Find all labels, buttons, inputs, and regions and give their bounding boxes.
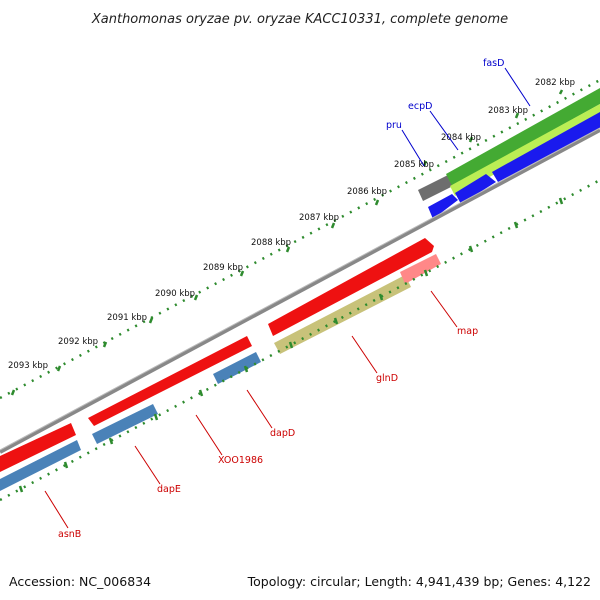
feature-dapD-red bbox=[88, 336, 252, 426]
gene-label-fasD: fasD bbox=[483, 58, 504, 69]
kbp-label-2085: 2085 kbp bbox=[394, 160, 434, 170]
kbp-label-2093: 2093 kbp bbox=[8, 361, 48, 371]
gene-label-asnB: asnB bbox=[58, 529, 81, 540]
feature-map-pink bbox=[400, 254, 441, 284]
feature-asnB-red bbox=[0, 423, 76, 472]
gene-label-ecpD: ecpD bbox=[408, 101, 432, 112]
gene-labels: fasD ecpD pru map glnD dapD XOO1986 dapE… bbox=[58, 58, 504, 540]
outer-major-ticks bbox=[10, 89, 564, 396]
kbp-label-2091: 2091 kbp bbox=[107, 313, 147, 323]
kbp-label-2086: 2086 kbp bbox=[347, 187, 387, 197]
accession-label: Accession: NC_006834 bbox=[9, 574, 151, 589]
gene-label-glnD: glnD bbox=[376, 373, 398, 384]
kbp-label-2089: 2089 kbp bbox=[203, 263, 243, 273]
inner-major-ticks bbox=[18, 197, 564, 493]
kbp-label-2082: 2082 kbp bbox=[535, 78, 575, 88]
gene-label-XOO1986: XOO1986 bbox=[218, 455, 263, 466]
kbp-label-2083: 2083 kbp bbox=[488, 106, 528, 116]
kbp-label-2092: 2092 kbp bbox=[58, 337, 98, 347]
kbp-label-2090: 2090 kbp bbox=[155, 289, 195, 299]
gene-label-dapD: dapD bbox=[270, 428, 295, 439]
feature-dapD-steelblue bbox=[213, 352, 261, 384]
feature-asnB-steelblue bbox=[0, 440, 81, 491]
feature-dapE-steelblue bbox=[92, 404, 158, 444]
feature-ecpD-lightgreen bbox=[450, 104, 600, 196]
kbp-label-2087: 2087 kbp bbox=[299, 213, 339, 223]
map-title: Xanthomonas oryzae pv. oryzae KACC10331,… bbox=[91, 12, 508, 27]
gene-label-dapE: dapE bbox=[157, 484, 181, 495]
lower-features bbox=[0, 254, 441, 491]
forward-strand bbox=[418, 88, 600, 219]
kbp-labels: 2082 kbp 2083 kbp 2084 kbp 2085 kbp 2086… bbox=[8, 78, 575, 371]
outer-tick-ring bbox=[0, 78, 600, 400]
gene-label-pru: pru bbox=[386, 120, 402, 131]
kbp-label-2084: 2084 kbp bbox=[441, 133, 481, 143]
feature-glnD-olive bbox=[274, 275, 411, 354]
red-features bbox=[0, 238, 434, 472]
feature-map-red bbox=[268, 238, 434, 336]
feature-pru-blue bbox=[428, 194, 458, 219]
kbp-label-2088: 2088 kbp bbox=[251, 238, 291, 248]
gene-label-map: map bbox=[457, 326, 478, 337]
feature-gray bbox=[418, 175, 453, 201]
feature-fasD-green bbox=[446, 88, 600, 186]
feature-blue-2 bbox=[455, 174, 496, 204]
leader-lines bbox=[44, 67, 531, 529]
backbone bbox=[0, 127, 600, 454]
feature-blue-3 bbox=[492, 112, 600, 182]
topology-label: Topology: circular; Length: 4,941,439 bp… bbox=[247, 574, 591, 589]
